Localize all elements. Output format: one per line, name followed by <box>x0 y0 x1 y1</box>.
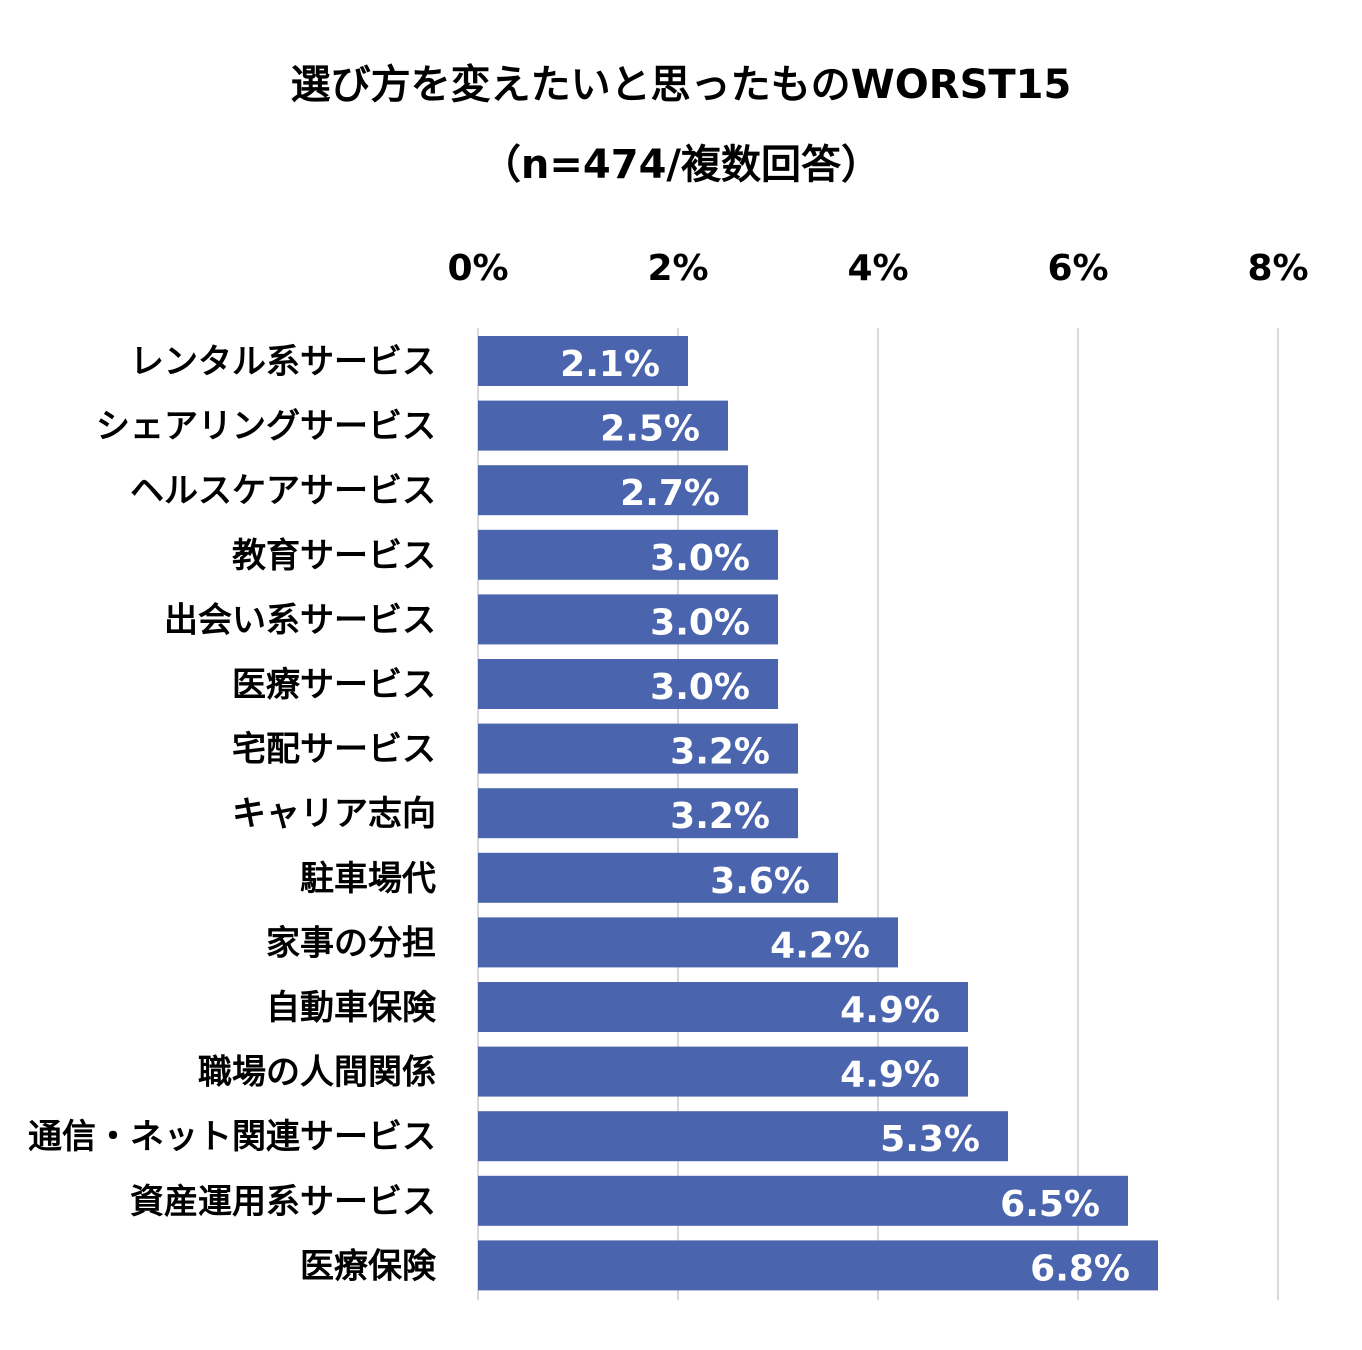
bar <box>478 400 728 451</box>
category-label: 宅配サービス <box>232 730 436 770</box>
bar <box>478 465 748 516</box>
data-label: 2.1% <box>560 344 660 385</box>
chart-title: 選び方を変えたいと思ったものWORST15 <box>290 62 1072 108</box>
bar <box>478 336 688 386</box>
x-tick-label: 0% <box>447 248 508 289</box>
x-tick-label: 2% <box>647 248 708 289</box>
category-label: キャリア志向 <box>232 794 436 834</box>
bar <box>478 788 798 839</box>
category-label: 出会い系サービス <box>164 600 436 640</box>
bar <box>478 529 778 580</box>
category-label: 職場の人間関係 <box>198 1053 436 1093</box>
category-label: レンタル系サービス <box>130 342 436 382</box>
data-label: 3.0% <box>650 667 750 708</box>
bar <box>478 982 968 1032</box>
x-tick-label: 6% <box>1047 248 1108 289</box>
data-label: 3.6% <box>710 861 810 902</box>
data-label: 4.2% <box>770 925 870 966</box>
bar <box>478 852 838 903</box>
bar <box>478 594 778 645</box>
data-label: 2.7% <box>620 473 720 514</box>
bar <box>478 1240 1158 1291</box>
data-label: 4.9% <box>840 1055 940 1096</box>
category-label: 医療サービス <box>232 665 436 705</box>
bar <box>478 659 778 709</box>
data-label: 6.8% <box>1030 1248 1130 1289</box>
bar <box>478 917 898 968</box>
category-label: ヘルスケアサービス <box>130 471 436 511</box>
data-label: 6.5% <box>1000 1184 1100 1225</box>
category-label: 通信・ネット関連サービス <box>28 1117 436 1157</box>
chart-subtitle: （n=474/複数回答） <box>480 142 882 188</box>
data-label: 2.5% <box>600 409 700 450</box>
data-labels: 2.1% 2.5% 2.7% 3.0% 3.0% 3.0% 3.2% 3.2% 3.6% 4.2%… <box>560 344 1130 1289</box>
category-label: 教育サービス <box>232 536 436 576</box>
data-label: 5.3% <box>880 1119 980 1160</box>
data-label: 4.9% <box>840 990 940 1031</box>
category-label: 家事の分担 <box>266 923 436 963</box>
category-label: シェアリングサービス <box>96 407 436 447</box>
data-label: 3.2% <box>670 796 770 837</box>
data-label: 3.0% <box>650 602 750 643</box>
data-label: 3.0% <box>650 538 750 579</box>
bar <box>478 1111 1008 1162</box>
bar <box>478 1046 968 1097</box>
bar <box>478 1175 1128 1226</box>
category-label: 駐車場代 <box>300 859 436 899</box>
x-tick-label: 8% <box>1247 248 1308 289</box>
category-label: 自動車保険 <box>266 988 437 1028</box>
bar <box>478 723 798 774</box>
bars <box>478 336 1158 1291</box>
category-labels: レンタル系サービスシェアリングサービスヘルスケアサービス教育サービス出会い系サー… <box>28 342 437 1286</box>
x-axis-ticks: 0% 2% 4% 6% 8% <box>447 248 1308 289</box>
x-tick-label: 4% <box>847 248 908 289</box>
category-label: 医療保険 <box>300 1246 437 1286</box>
category-label: 資産運用系サービス <box>130 1182 436 1222</box>
data-label: 3.2% <box>670 732 770 773</box>
